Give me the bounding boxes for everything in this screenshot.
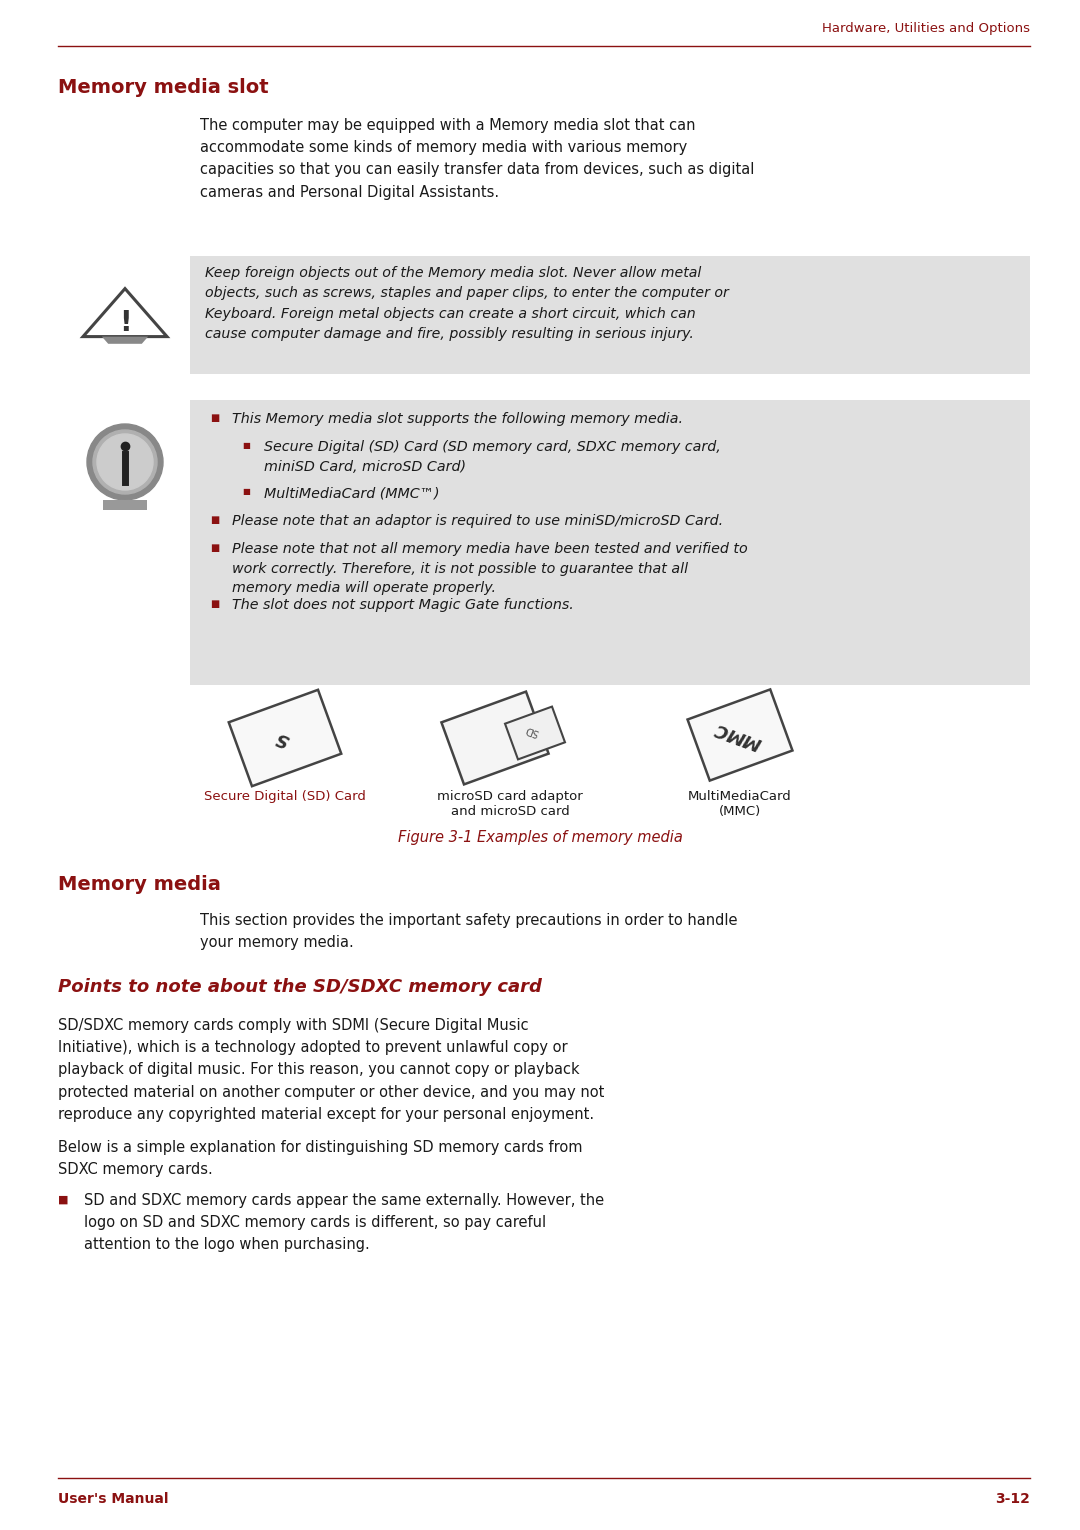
Text: Please note that an adaptor is required to use miniSD/microSD Card.: Please note that an adaptor is required … <box>232 514 724 528</box>
Text: ■: ■ <box>210 413 219 422</box>
FancyBboxPatch shape <box>190 399 1030 685</box>
Text: User's Manual: User's Manual <box>58 1492 168 1506</box>
FancyBboxPatch shape <box>190 256 1030 373</box>
Polygon shape <box>442 692 549 785</box>
Text: SD and SDXC memory cards appear the same externally. However, the
logo on SD and: SD and SDXC memory cards appear the same… <box>84 1193 604 1253</box>
Text: ■: ■ <box>210 543 219 552</box>
Circle shape <box>87 424 163 500</box>
Text: ■: ■ <box>210 600 219 609</box>
Text: The computer may be equipped with a Memory media slot that can
accommodate some : The computer may be equipped with a Memo… <box>200 118 754 199</box>
Text: ■: ■ <box>242 441 249 450</box>
Text: SD/SDXC memory cards comply with SDMI (Secure Digital Music
Initiative), which i: SD/SDXC memory cards comply with SDMI (S… <box>58 1017 605 1121</box>
Text: 3-12: 3-12 <box>995 1492 1030 1506</box>
Text: Keep foreign objects out of the Memory media slot. Never allow metal
objects, su: Keep foreign objects out of the Memory m… <box>205 266 729 341</box>
Circle shape <box>93 430 157 494</box>
Text: Below is a simple explanation for distinguishing SD memory cards from
SDXC memor: Below is a simple explanation for distin… <box>58 1140 582 1177</box>
Text: Secure Digital (SD) Card (SD memory card, SDXC memory card,
miniSD Card, microSD: Secure Digital (SD) Card (SD memory card… <box>264 441 720 473</box>
Text: S: S <box>274 727 293 748</box>
Text: ■: ■ <box>242 487 249 496</box>
Text: Secure Digital (SD) Card: Secure Digital (SD) Card <box>204 789 366 803</box>
Polygon shape <box>229 690 341 786</box>
Text: SD: SD <box>524 724 540 737</box>
Text: Please note that not all memory media have been tested and verified to
work corr: Please note that not all memory media ha… <box>232 542 747 595</box>
Text: Memory media slot: Memory media slot <box>58 78 269 96</box>
Text: This section provides the important safety precautions in order to handle
your m: This section provides the important safe… <box>200 913 738 950</box>
Text: This Memory media slot supports the following memory media.: This Memory media slot supports the foll… <box>232 412 683 425</box>
Polygon shape <box>505 707 565 759</box>
Text: MMC: MMC <box>712 718 765 751</box>
Text: Points to note about the SD/SDXC memory card: Points to note about the SD/SDXC memory … <box>58 978 542 996</box>
FancyBboxPatch shape <box>103 500 147 509</box>
Text: MultiMediaCard
(MMC): MultiMediaCard (MMC) <box>688 789 792 819</box>
Text: Memory media: Memory media <box>58 875 221 894</box>
Circle shape <box>97 435 153 490</box>
Text: !: ! <box>119 309 132 337</box>
Text: microSD card adaptor
and microSD card: microSD card adaptor and microSD card <box>437 789 583 819</box>
Text: MultiMediaCard (MMC™): MultiMediaCard (MMC™) <box>264 487 440 500</box>
Polygon shape <box>83 289 167 337</box>
Text: Hardware, Utilities and Options: Hardware, Utilities and Options <box>822 21 1030 35</box>
Polygon shape <box>102 337 148 344</box>
Text: ■: ■ <box>58 1195 68 1206</box>
Text: The slot does not support Magic Gate functions.: The slot does not support Magic Gate fun… <box>232 598 573 612</box>
Text: Figure 3-1 Examples of memory media: Figure 3-1 Examples of memory media <box>397 829 683 845</box>
Text: ■: ■ <box>210 516 219 525</box>
Polygon shape <box>688 690 793 780</box>
